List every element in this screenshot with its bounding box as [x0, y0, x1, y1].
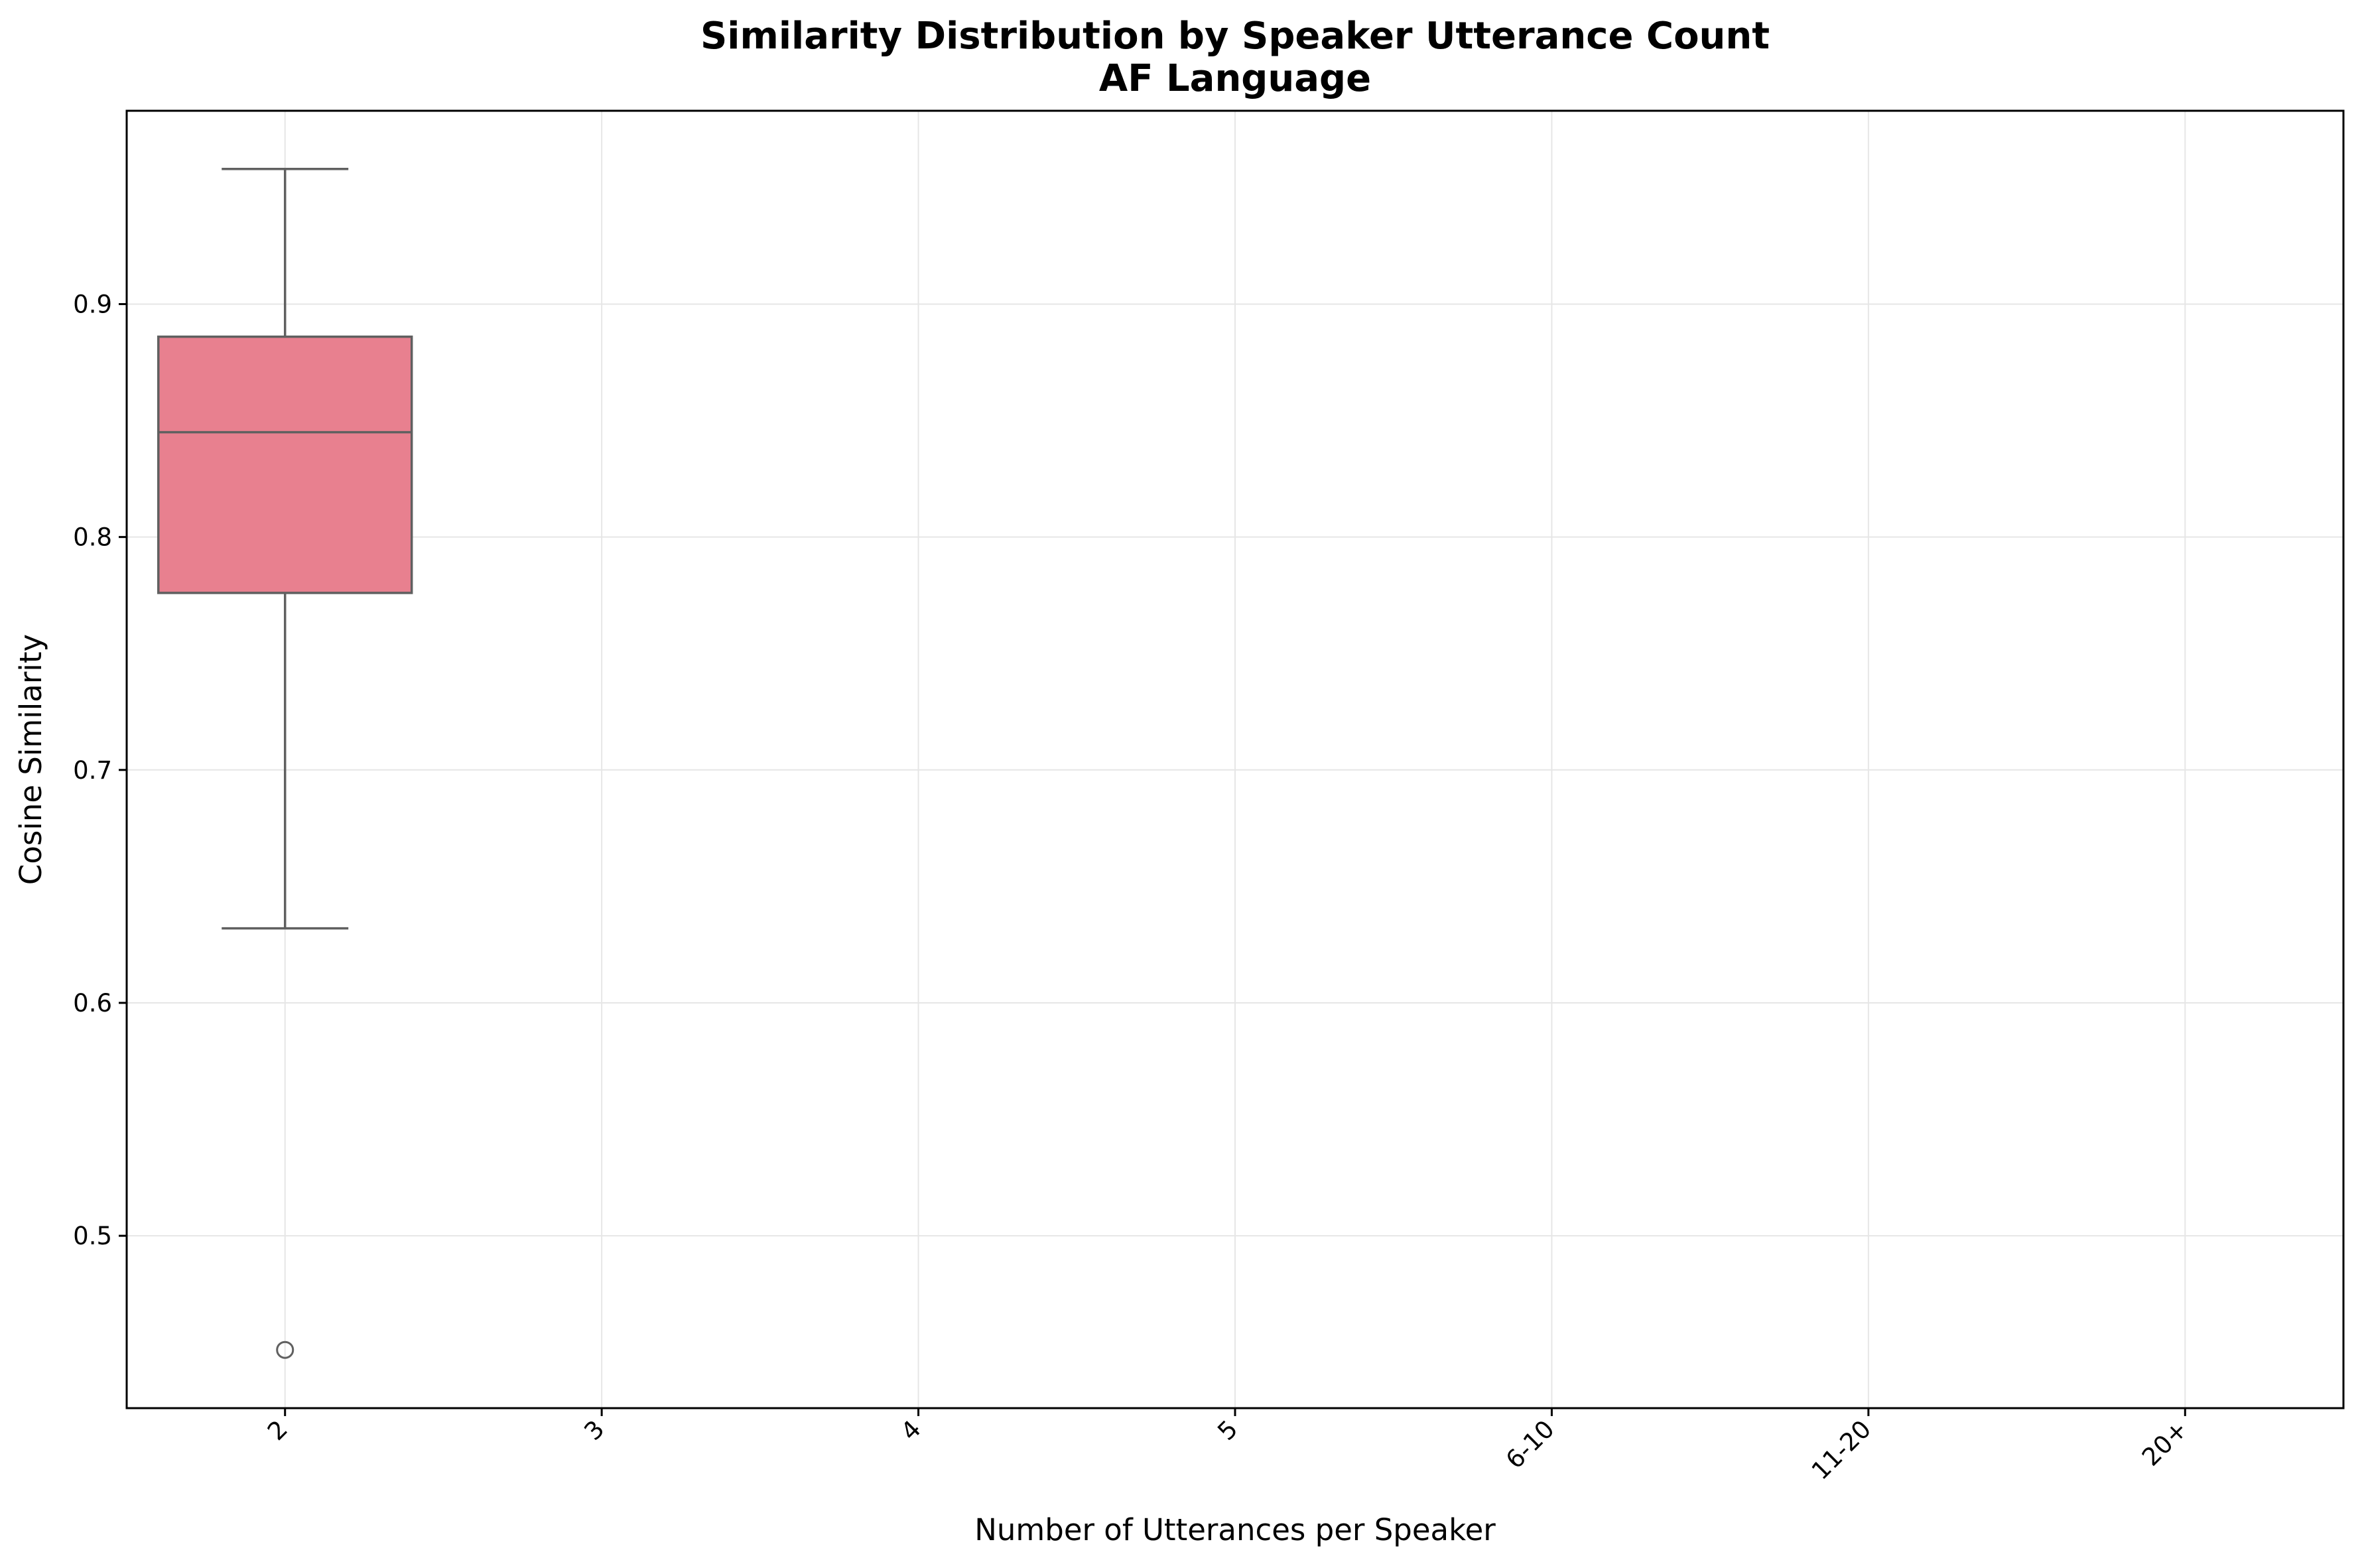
y-tick-label: 0.5	[73, 1222, 112, 1250]
grid-lines	[127, 111, 2343, 1408]
x-axis-label: Number of Utterances per Speaker	[974, 1512, 1496, 1547]
chart-title: Similarity Distribution by Speaker Utter…	[700, 15, 1770, 58]
y-tick-label: 0.9	[73, 290, 112, 318]
y-axis-label: Cosine Similarity	[13, 634, 48, 885]
y-tick-label: 0.6	[73, 989, 112, 1017]
box-group	[157, 168, 413, 1359]
outlier-point	[276, 1340, 295, 1359]
iqr-box	[157, 335, 413, 594]
chart-subtitle: AF Language	[1099, 57, 1371, 100]
box-plots	[157, 168, 413, 1359]
y-tick-label: 0.8	[73, 523, 112, 552]
y-axis-ticks: 0.5 0.6 0.7 0.8 0.9	[73, 290, 127, 1250]
y-tick-label: 0.7	[73, 756, 112, 785]
